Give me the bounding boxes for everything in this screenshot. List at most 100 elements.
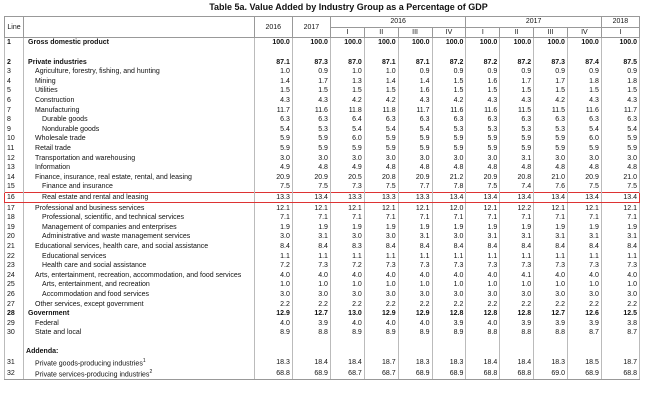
line-number: 32 xyxy=(3,368,25,381)
cell xyxy=(600,47,641,58)
value-cell: 8.8 xyxy=(499,328,535,338)
value-cell: 7.3 xyxy=(566,260,602,271)
value-cell: 1.1 xyxy=(465,251,501,261)
value-cell: 4.0 xyxy=(465,318,501,328)
value-cell: 3.1 xyxy=(397,232,433,242)
value-cell: 4.3 xyxy=(566,95,602,106)
value-cell: 20.9 xyxy=(465,172,501,183)
value-cell: 18.4 xyxy=(329,356,365,369)
value-cell: 5.3 xyxy=(499,124,535,135)
value-cell: 3.0 xyxy=(566,153,602,163)
cell xyxy=(431,347,467,357)
value-cell: 1.9 xyxy=(533,222,568,233)
value-cell: 5.9 xyxy=(291,134,331,144)
cell xyxy=(499,347,535,357)
value-cell: 3.9 xyxy=(431,318,467,328)
line-number: 14 xyxy=(3,172,25,183)
value-cell: 87.1 xyxy=(363,57,399,67)
label-text: Arts, entertainment, recreation, accommo… xyxy=(35,271,242,279)
value-cell: 3.0 xyxy=(329,232,365,242)
value-cell: 0.9 xyxy=(499,66,535,77)
value-cell: 12.8 xyxy=(499,308,535,319)
value-cell: 7.3 xyxy=(499,260,535,271)
value-cell: 7.3 xyxy=(465,260,501,271)
cell xyxy=(600,337,641,348)
value-cell: 8.4 xyxy=(363,241,399,252)
value-cell: 3.1 xyxy=(465,232,501,242)
header-cell: II xyxy=(363,26,399,39)
header-cell: I xyxy=(600,26,641,39)
value-cell: 7.3 xyxy=(600,260,641,271)
value-cell: 87.1 xyxy=(397,57,433,67)
value-cell: 8.4 xyxy=(533,241,568,252)
row-label: Federal xyxy=(23,318,255,328)
value-cell: 12.1 xyxy=(291,202,331,213)
value-cell: 2.2 xyxy=(566,299,602,309)
value-cell: 100.0 xyxy=(499,37,535,48)
row-label: Nondurable goods xyxy=(23,124,255,135)
value-cell: 1.6 xyxy=(397,86,433,96)
value-cell: 1.4 xyxy=(363,76,399,87)
value-cell: 12.1 xyxy=(397,202,433,213)
cell xyxy=(533,47,568,58)
line-number: 12 xyxy=(3,153,25,163)
value-cell: 8.4 xyxy=(566,241,602,252)
value-cell: 5.9 xyxy=(363,143,399,154)
table-row: 21 Educational services, health care, and… xyxy=(3,241,641,252)
value-cell: 68.7 xyxy=(329,368,365,381)
cell xyxy=(3,337,25,348)
value-cell: 7.1 xyxy=(291,212,331,223)
header-cell: IV xyxy=(431,26,467,39)
row-label: Educational services, health care, and s… xyxy=(23,241,255,252)
header-cell: III xyxy=(533,26,568,39)
table-row: 11 Retail trade 5.9 5.9 5.9 5.9 5.9 5.9 5.9 5.9 5.… xyxy=(3,143,641,154)
value-cell: 3.0 xyxy=(465,289,501,300)
value-cell: 18.7 xyxy=(363,356,399,369)
spacer-row xyxy=(3,47,641,58)
label-text: Government xyxy=(28,310,70,318)
value-cell: 1.1 xyxy=(329,251,365,261)
row-label: Durable goods xyxy=(23,114,255,125)
value-cell: 13.3 xyxy=(253,191,293,204)
value-cell: 1.5 xyxy=(465,86,501,96)
row-label: Gross domestic product xyxy=(23,37,255,48)
value-cell: 8.8 xyxy=(533,328,568,338)
value-cell: 4.3 xyxy=(499,95,535,106)
value-cell: 7.3 xyxy=(533,260,568,271)
value-cell: 3.1 xyxy=(600,232,641,242)
header-cell: 2016 xyxy=(253,15,293,39)
value-cell: 4.8 xyxy=(566,162,602,173)
value-cell: 68.7 xyxy=(363,368,399,381)
line-number: 22 xyxy=(3,251,25,261)
value-cell: 5.3 xyxy=(431,124,467,135)
value-cell: 2.2 xyxy=(431,299,467,309)
value-cell: 100.0 xyxy=(253,37,293,48)
value-cell: 6.3 xyxy=(431,114,467,125)
row-label: Mining xyxy=(23,76,255,87)
value-cell: 4.0 xyxy=(566,270,602,281)
footnote-mark: 2 xyxy=(149,369,153,376)
row-label: Arts, entertainment, recreation, accommo… xyxy=(23,270,255,281)
value-cell: 13.4 xyxy=(533,191,568,204)
row-label: Professional, scientific, and technical … xyxy=(23,212,255,223)
value-cell: 7.1 xyxy=(329,212,365,223)
value-cell: 1.3 xyxy=(329,76,365,87)
value-cell: 12.6 xyxy=(566,308,602,319)
value-cell: 5.9 xyxy=(499,143,535,154)
line-number: 17 xyxy=(3,202,25,213)
value-cell: 5.9 xyxy=(431,134,467,144)
label-text: Utilities xyxy=(35,87,58,95)
value-cell: 1.0 xyxy=(291,280,331,290)
row-label: Manufacturing xyxy=(23,105,255,115)
value-cell: 7.1 xyxy=(253,212,293,223)
header-cell: 2018 xyxy=(600,16,641,28)
value-cell: 1.9 xyxy=(600,222,641,233)
value-cell: 69.0 xyxy=(533,368,568,381)
value-cell: 1.4 xyxy=(253,76,293,87)
value-cell: 87.2 xyxy=(431,57,467,67)
row-label: Finance and insurance xyxy=(23,182,255,193)
cell xyxy=(431,337,467,348)
table-row: 20 Administrative and waste management se… xyxy=(3,232,641,242)
value-cell: 87.4 xyxy=(566,57,602,67)
value-cell: 1.7 xyxy=(499,76,535,87)
